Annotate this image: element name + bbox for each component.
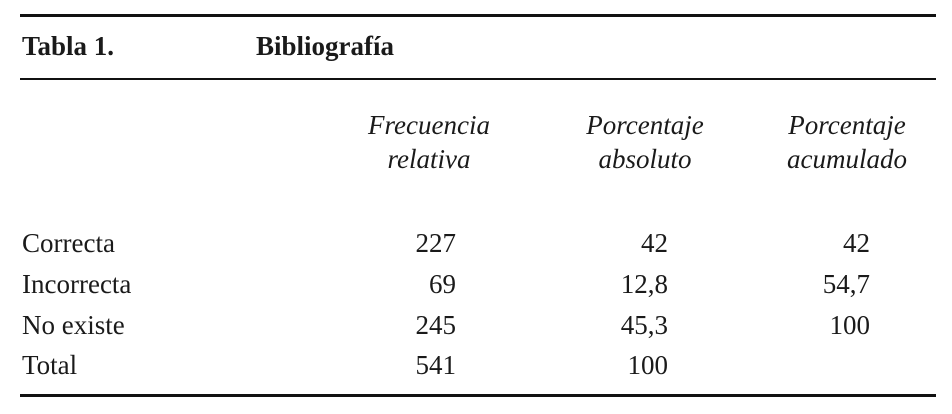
row-label: Incorrecta [22, 269, 132, 299]
table-row: No existe 245 45,3 100 [0, 305, 952, 345]
table-label: Tabla 1. [22, 31, 115, 61]
column-header-porcentaje-absoluto: Porcentaje absoluto [554, 108, 736, 176]
column-header-frecuencia: Frecuencia relativa [338, 108, 520, 176]
row-label: Correcta [22, 228, 115, 258]
cell-frecuencia: 245 [415, 310, 457, 340]
row-label: No existe [22, 310, 125, 340]
table-top-rule [20, 14, 936, 17]
cell-frecuencia: 541 [415, 350, 457, 380]
cell-porcentaje-absoluto: 12,8 [620, 269, 668, 299]
cell-frecuencia: 69 [429, 269, 456, 299]
table-bottom-rule [20, 394, 936, 397]
column-header-line: Porcentaje [788, 110, 906, 140]
cell-porcentaje-acumulado: 54,7 [822, 269, 870, 299]
column-header-line: acumulado [787, 144, 907, 174]
cell-porcentaje-acumulado: 42 [843, 228, 870, 258]
column-header-porcentaje-acumulado: Porcentaje acumulado [756, 108, 938, 176]
column-header-line: Frecuencia [368, 110, 490, 140]
table-title: Bibliografía [256, 31, 395, 61]
cell-porcentaje-absoluto: 45,3 [620, 310, 668, 340]
table-row: Correcta 227 42 42 [0, 223, 952, 263]
row-label: Total [22, 350, 78, 380]
column-header-line: absoluto [598, 144, 692, 174]
cell-porcentaje-absoluto: 42 [641, 228, 668, 258]
cell-porcentaje-acumulado: 100 [829, 310, 871, 340]
table-row: Total 541 100 [0, 345, 952, 385]
table-header-rule [20, 78, 936, 80]
column-header-line: relativa [387, 144, 471, 174]
cell-frecuencia: 227 [415, 228, 457, 258]
table-row: Incorrecta 69 12,8 54,7 [0, 264, 952, 304]
cell-porcentaje-absoluto: 100 [627, 350, 669, 380]
column-header-line: Porcentaje [586, 110, 704, 140]
